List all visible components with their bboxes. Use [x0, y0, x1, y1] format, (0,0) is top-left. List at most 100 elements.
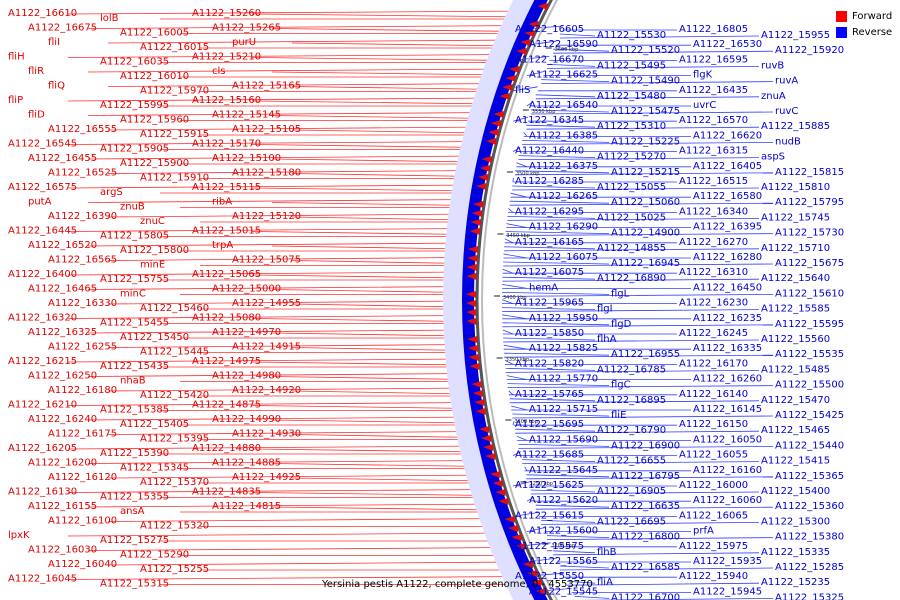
reverse-gene-leader: [518, 155, 596, 158]
forward-feature-mark: [477, 174, 488, 181]
scale-tick-label: 3250 kbp: [529, 481, 553, 487]
forward-gene-label: A1122_15290: [120, 550, 189, 561]
forward-gene-leader: [87, 112, 492, 116]
reverse-gene-leader: [567, 580, 596, 584]
forward-gene-leader: [107, 474, 489, 479]
reverse-gene-label: A1122_16295: [515, 206, 584, 217]
forward-gene-label: A1122_16390: [48, 211, 117, 222]
forward-gene-leader: [67, 97, 497, 102]
reverse-gene-label: A1122_16290: [529, 222, 598, 233]
reverse-gene-leader: [522, 461, 760, 464]
forward-gene-leader: [271, 202, 472, 206]
forward-gene-label: A1122_15755: [100, 274, 169, 285]
forward-gene-leader: [271, 289, 465, 293]
forward-feature-mark: [469, 228, 480, 235]
reverse-gene-label: A1122_15685: [515, 450, 584, 461]
reverse-gene-leader: [512, 415, 774, 419]
forward-gene-leader: [291, 303, 465, 308]
reverse-track-halo: [443, 0, 547, 600]
reverse-gene-leader: [509, 400, 760, 404]
forward-gene-label: A1122_16400: [8, 269, 77, 280]
reverse-gene-leader: [522, 142, 774, 145]
reverse-gene-label: A1122_16785: [597, 364, 666, 375]
reverse-gene-label: A1122_15335: [761, 547, 830, 558]
forward-gene-label: A1122_16675: [28, 23, 97, 34]
forward-gene-label: A1122_16330: [48, 298, 117, 309]
forward-gene-label: A1122_15805: [100, 231, 169, 242]
reverse-gene-label: A1122_16900: [611, 440, 680, 451]
reverse-gene-label: A1122_16055: [679, 450, 748, 461]
reverse-gene-leader: [522, 140, 610, 143]
reverse-gene-label: A1122_15480: [597, 91, 666, 102]
reverse-gene-leader: [503, 339, 760, 343]
forward-gene-label: A1122_15405: [120, 419, 189, 430]
reverse-gene-label: A1122_14900: [611, 228, 680, 239]
reverse-gene-leader: [526, 474, 610, 478]
forward-feature-mark: [515, 543, 526, 550]
reverse-gene-label: A1122_15600: [529, 526, 598, 537]
reverse-gene-leader: [559, 35, 760, 39]
reverse-gene-label: fliS: [515, 85, 530, 96]
forward-gene-label: A1122_14955: [232, 298, 301, 309]
reverse-gene-leader: [526, 496, 534, 502]
reverse-gene-label: A1122_15550: [515, 571, 584, 582]
forward-feature-mark: [493, 111, 504, 118]
reverse-gene-label: A1122_16140: [679, 389, 748, 400]
forward-gene-label: A1122_16180: [48, 385, 117, 396]
forward-gene-label: A1122_15900: [120, 158, 189, 169]
reverse-gene-label: hemA: [529, 282, 558, 293]
forward-feature-mark: [535, 588, 546, 595]
forward-gene-leader: [251, 318, 465, 322]
reverse-gene-leader: [502, 284, 528, 289]
forward-feature-mark: [467, 255, 478, 262]
reverse-gene-leader: [512, 116, 529, 122]
forward-gene-leader: [87, 286, 465, 290]
forward-gene-label: A1122_16015: [140, 42, 209, 53]
genome-range: 0 - 4553770: [532, 579, 593, 590]
reverse-gene-label: A1122_16580: [693, 191, 762, 202]
forward-gene-label: A1122_14915: [232, 342, 301, 353]
reverse-gene-label: A1122_16270: [679, 237, 748, 248]
forward-gene-leader: [107, 387, 471, 392]
reverse-gene-label: A1122_15710: [761, 243, 830, 254]
forward-gene-label: A1122_15210: [192, 52, 261, 63]
genome-backbone: [475, 0, 554, 600]
forward-gene-leader: [87, 373, 469, 377]
reverse-gene-label: A1122_15535: [775, 349, 844, 360]
reverse-gene-label: A1122_16315: [679, 146, 748, 157]
reverse-gene-leader: [504, 238, 514, 244]
reverse-gene-label: A1122_16790: [597, 425, 666, 436]
reverse-gene-leader: [516, 436, 528, 441]
reverse-gene-label: A1122_16625: [529, 70, 598, 81]
reverse-gene-label: A1122_16265: [529, 191, 598, 202]
scale-tick-label: 3600 kbp: [555, 47, 579, 53]
reverse-gene-leader: [505, 368, 596, 371]
forward-feature-mark: [471, 381, 482, 388]
reverse-gene-leader: [502, 324, 774, 328]
reverse-gene-leader: [502, 292, 610, 295]
reverse-gene-leader: [503, 263, 774, 267]
forward-gene-label: A1122_16035: [100, 57, 169, 68]
reverse-gene-label: A1122_16530: [693, 39, 762, 50]
reverse-gene-label: A1122_16805: [679, 24, 748, 35]
forward-gene-leader: [271, 245, 467, 250]
forward-feature-mark: [467, 336, 478, 343]
scale-tick-label: 3550 kbp: [532, 109, 556, 115]
forward-gene-leader: [67, 402, 473, 406]
reverse-gene-label: A1122_15640: [761, 273, 830, 284]
reverse-gene-label: A1122_16150: [679, 419, 748, 430]
forward-swatch-icon: [836, 10, 847, 22]
reverse-gene-leader: [546, 537, 774, 540]
reverse-gene-leader: [541, 81, 774, 84]
forward-gene-label: A1122_14885: [212, 458, 281, 469]
forward-gene-label: A1122_14880: [192, 443, 261, 454]
forward-gene-label: lpxK: [8, 530, 30, 541]
forward-feature-mark: [499, 93, 510, 100]
reverse-gene-leader: [553, 550, 596, 554]
forward-feature-mark: [495, 489, 506, 496]
forward-gene-label: A1122_15960: [120, 115, 189, 126]
reverse-gene-leader: [541, 522, 760, 525]
reverse-gene-leader: [502, 307, 596, 310]
forward-feature-mark: [479, 165, 490, 172]
reverse-gene-label: A1122_16890: [597, 273, 666, 284]
